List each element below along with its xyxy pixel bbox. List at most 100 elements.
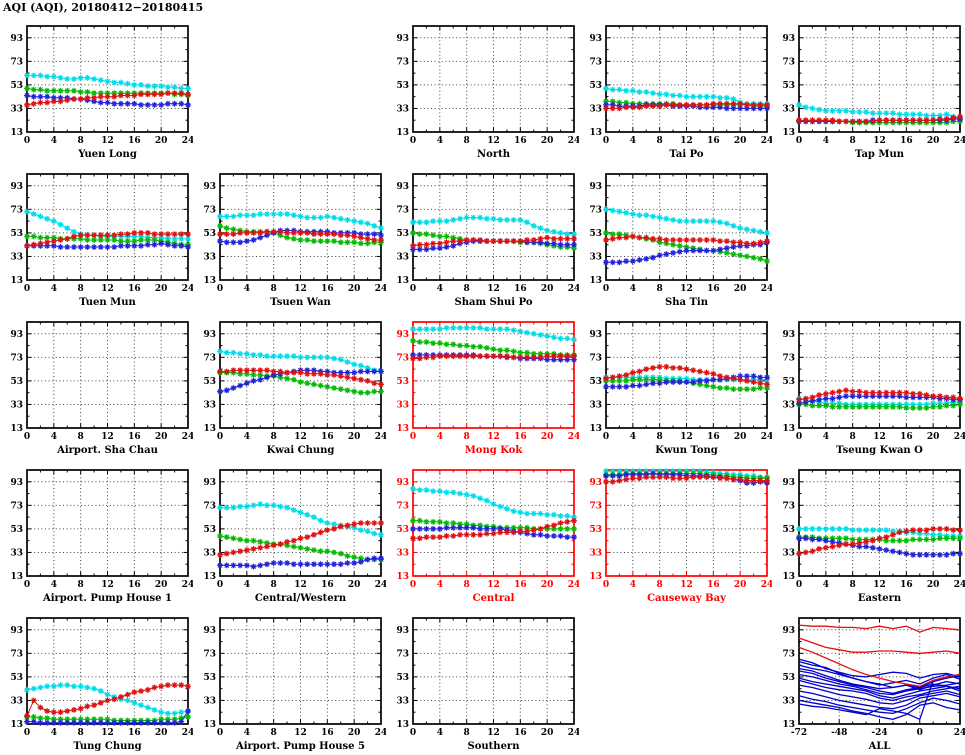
x-tick-label: 4 (437, 284, 443, 294)
x-tick-label: 0 (410, 432, 416, 442)
x-tick-label: 4 (51, 728, 57, 738)
series-line-blue-1 (798, 658, 961, 679)
x-tick-label: 0 (603, 284, 609, 294)
chart-title: Kwun Tong (655, 445, 718, 456)
x-tick-label: 16 (321, 580, 334, 590)
x-tick-label: -72 (791, 728, 807, 738)
y-tick-label: 53 (782, 673, 795, 683)
y-tick-label: 73 (10, 502, 23, 512)
series-line-blue-5 (798, 670, 961, 695)
x-tick-label: 4 (244, 728, 250, 738)
x-tick-label: 24 (954, 728, 965, 738)
x-tick-label: 12 (294, 284, 307, 294)
x-tick-label: 20 (348, 284, 361, 294)
x-tick-label: 12 (294, 728, 307, 738)
chart-title: Tai Po (669, 149, 703, 160)
x-tick-label: 8 (78, 136, 84, 146)
series-markers-red (796, 526, 963, 557)
x-tick-label: 8 (850, 432, 856, 442)
y-tick-label: 13 (589, 128, 602, 138)
x-tick-label: 16 (900, 432, 913, 442)
x-tick-label: 0 (603, 580, 609, 590)
series-markers-cyan (410, 325, 577, 343)
x-tick-label: 24 (954, 432, 965, 442)
x-tick-label: 8 (271, 728, 277, 738)
chart-title: Central/Western (255, 593, 347, 604)
y-tick-label: 33 (10, 253, 23, 263)
x-tick-label: 24 (568, 432, 579, 442)
y-tick-label: 93 (203, 182, 216, 192)
x-tick-label: 24 (568, 284, 579, 294)
x-tick-label: 4 (51, 580, 57, 590)
y-tick-label: 53 (782, 525, 795, 535)
x-tick-label: 12 (101, 284, 114, 294)
x-tick-label: 16 (128, 284, 141, 294)
y-tick-label: 13 (396, 572, 409, 582)
x-tick-label: 4 (437, 580, 443, 590)
x-tick-label: 12 (101, 136, 114, 146)
chart-svg: 13 33 53 73 93 0 4 8 12 16 20 24 Tuen Mun (10, 173, 193, 308)
chart-title: Tsuen Wan (270, 297, 331, 308)
x-tick-label: 0 (217, 580, 223, 590)
x-tick-label: 8 (271, 580, 277, 590)
chart-svg: 13 33 53 73 93 0 4 8 12 16 20 24 Tsuen Wan (203, 173, 386, 308)
y-tick-label: 13 (782, 572, 795, 582)
chart-title: Airport. Sha Chau (56, 445, 158, 456)
y-tick-label: 93 (10, 626, 23, 636)
x-tick-label: 20 (541, 580, 554, 590)
y-tick-label: 73 (396, 650, 409, 660)
y-tick-label: 53 (589, 81, 602, 91)
x-tick-label: 4 (51, 136, 57, 146)
x-tick-label: 4 (51, 432, 57, 442)
chart-svg: 13 33 53 73 93 0 4 8 12 16 20 24 Tap Mun (782, 25, 965, 160)
y-tick-label: 73 (589, 58, 602, 68)
x-tick-label: -24 (871, 728, 887, 738)
chart-svg: 13 33 53 73 93 0 4 8 12 16 20 24 Kwun Tong (589, 321, 772, 456)
x-tick-label: 16 (707, 580, 720, 590)
y-tick-label: 73 (10, 354, 23, 364)
chart-title: Yuen Long (77, 149, 137, 160)
chart-panel-kwun-tong: 13 33 53 73 93 0 4 8 12 16 20 24 Kwun Tong (579, 311, 772, 459)
x-tick-label: 16 (514, 284, 527, 294)
chart-panel-tap-mun: 13 33 53 73 93 0 4 8 12 16 20 24 Tap Mun (772, 15, 965, 163)
chart-panel-tseung-kwan-o: 13 33 53 73 93 0 4 8 12 16 20 24 Tseung Kwan O (772, 311, 965, 459)
x-tick-label: 20 (155, 136, 168, 146)
series-markers-red (410, 353, 577, 362)
y-tick-label: 33 (203, 253, 216, 263)
x-tick-label: 0 (917, 728, 923, 738)
series-markers-red (796, 113, 963, 125)
y-tick-label: 33 (396, 401, 409, 411)
series-line-blue-10 (798, 690, 961, 710)
chart-title: Airport. Pump House 5 (235, 741, 365, 752)
series-markers-red (217, 228, 384, 243)
y-tick-label: 13 (203, 424, 216, 434)
x-tick-label: 12 (680, 432, 693, 442)
x-tick-label: 16 (128, 432, 141, 442)
x-tick-label: 16 (514, 580, 527, 590)
chart-title: Airport. Pump House 1 (42, 593, 172, 604)
x-tick-label: 24 (375, 728, 386, 738)
x-tick-label: 20 (348, 580, 361, 590)
x-tick-label: 8 (464, 136, 470, 146)
series-markers-red (217, 367, 384, 388)
y-tick-label: 13 (10, 572, 23, 582)
series-line-blue-8 (798, 679, 961, 702)
x-tick-label: 12 (294, 432, 307, 442)
y-tick-label: 33 (589, 105, 602, 115)
y-tick-label: 33 (782, 105, 795, 115)
chart-panel-tsuen-wan: 13 33 53 73 93 0 4 8 12 16 20 24 Tsuen Wan (193, 163, 386, 311)
x-tick-label: 12 (487, 136, 500, 146)
chart-title: North (477, 149, 511, 160)
y-tick-label: 73 (203, 354, 216, 364)
x-tick-label: 20 (155, 284, 168, 294)
y-tick-label: 33 (10, 697, 23, 707)
x-tick-label: 20 (734, 580, 747, 590)
x-tick-label: 0 (410, 284, 416, 294)
x-tick-label: 12 (487, 728, 500, 738)
chart-svg: 13 33 53 73 93 0 4 8 12 16 20 24 Central/Western (203, 469, 386, 604)
x-tick-label: 24 (568, 580, 579, 590)
y-tick-label: 73 (396, 206, 409, 216)
x-tick-label: 20 (541, 284, 554, 294)
series-markers-cyan (217, 211, 384, 232)
y-tick-label: 73 (782, 58, 795, 68)
